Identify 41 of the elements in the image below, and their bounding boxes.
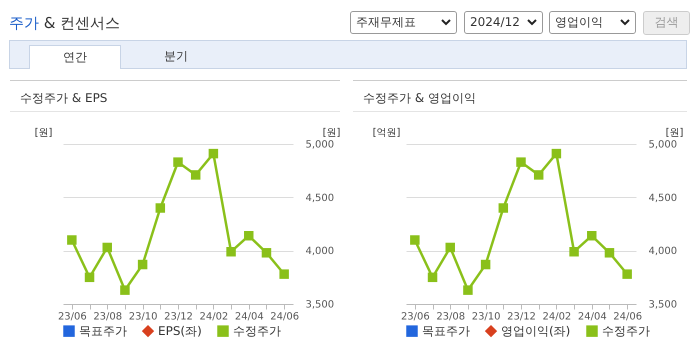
x-tick-label: 24/06 <box>613 312 642 322</box>
y2-axis-title: [원] <box>666 128 684 138</box>
legend-label: 목표주가 <box>422 324 470 338</box>
text: 주가 & 컨센서스 <box>9 14 120 32</box>
x-tick-label: 24/04 <box>578 312 607 322</box>
y2-tick-label: 5,000 <box>648 140 678 150</box>
y-axis-title: [억원] <box>372 128 400 138</box>
y2-tick-label: 3,500 <box>648 300 678 310</box>
x-tick-label: 23/06 <box>400 312 430 322</box>
y2-tick-label: 5,000 <box>306 140 334 150</box>
y2-tick-label: 4,000 <box>648 246 678 258</box>
y2-tick-label: 4,500 <box>306 192 334 204</box>
text: 분기 <box>163 48 189 65</box>
x-tick-label: 23/10 <box>128 312 158 322</box>
chart-title: 수정주가 & 영업이익 <box>363 90 476 107</box>
legend-label: 수정주가 <box>602 324 650 338</box>
y2-tick-label: 4,000 <box>306 246 334 258</box>
x-tick-label: 23/08 <box>436 312 466 322</box>
x-tick-label: 23/10 <box>472 312 501 322</box>
x-tick-label: 23/08 <box>93 312 122 322</box>
y2-tick-label: 4,500 <box>648 192 678 204</box>
legend-label: 영업이익(좌) <box>501 324 570 338</box>
y-axis-title: [원] <box>34 128 52 138</box>
legend-label: 목표주가 <box>79 324 127 338</box>
x-tick-label: 23/06 <box>58 312 87 322</box>
chart-title: 수정주가 & EPS <box>20 90 108 107</box>
x-tick-label: 24/02 <box>542 312 572 322</box>
text: 연간 <box>29 45 121 69</box>
x-tick-label: 24/06 <box>270 312 300 322</box>
text: 영업이익 <box>555 15 603 29</box>
text: 검색 <box>643 11 690 35</box>
text: 2024/12 <box>470 15 520 29</box>
x-tick-label: 24/02 <box>199 312 228 322</box>
x-tick-label: 24/04 <box>234 312 264 322</box>
text: 주재무제표 <box>356 15 416 29</box>
y2-tick-label: 3,500 <box>306 300 334 310</box>
legend-label: EPS(좌) <box>158 324 202 338</box>
legend-label: 수정주가 <box>233 324 281 338</box>
x-tick-label: 23/12 <box>507 312 536 322</box>
y2-axis-title: [원] <box>322 128 340 138</box>
x-tick-label: 23/12 <box>164 312 193 322</box>
